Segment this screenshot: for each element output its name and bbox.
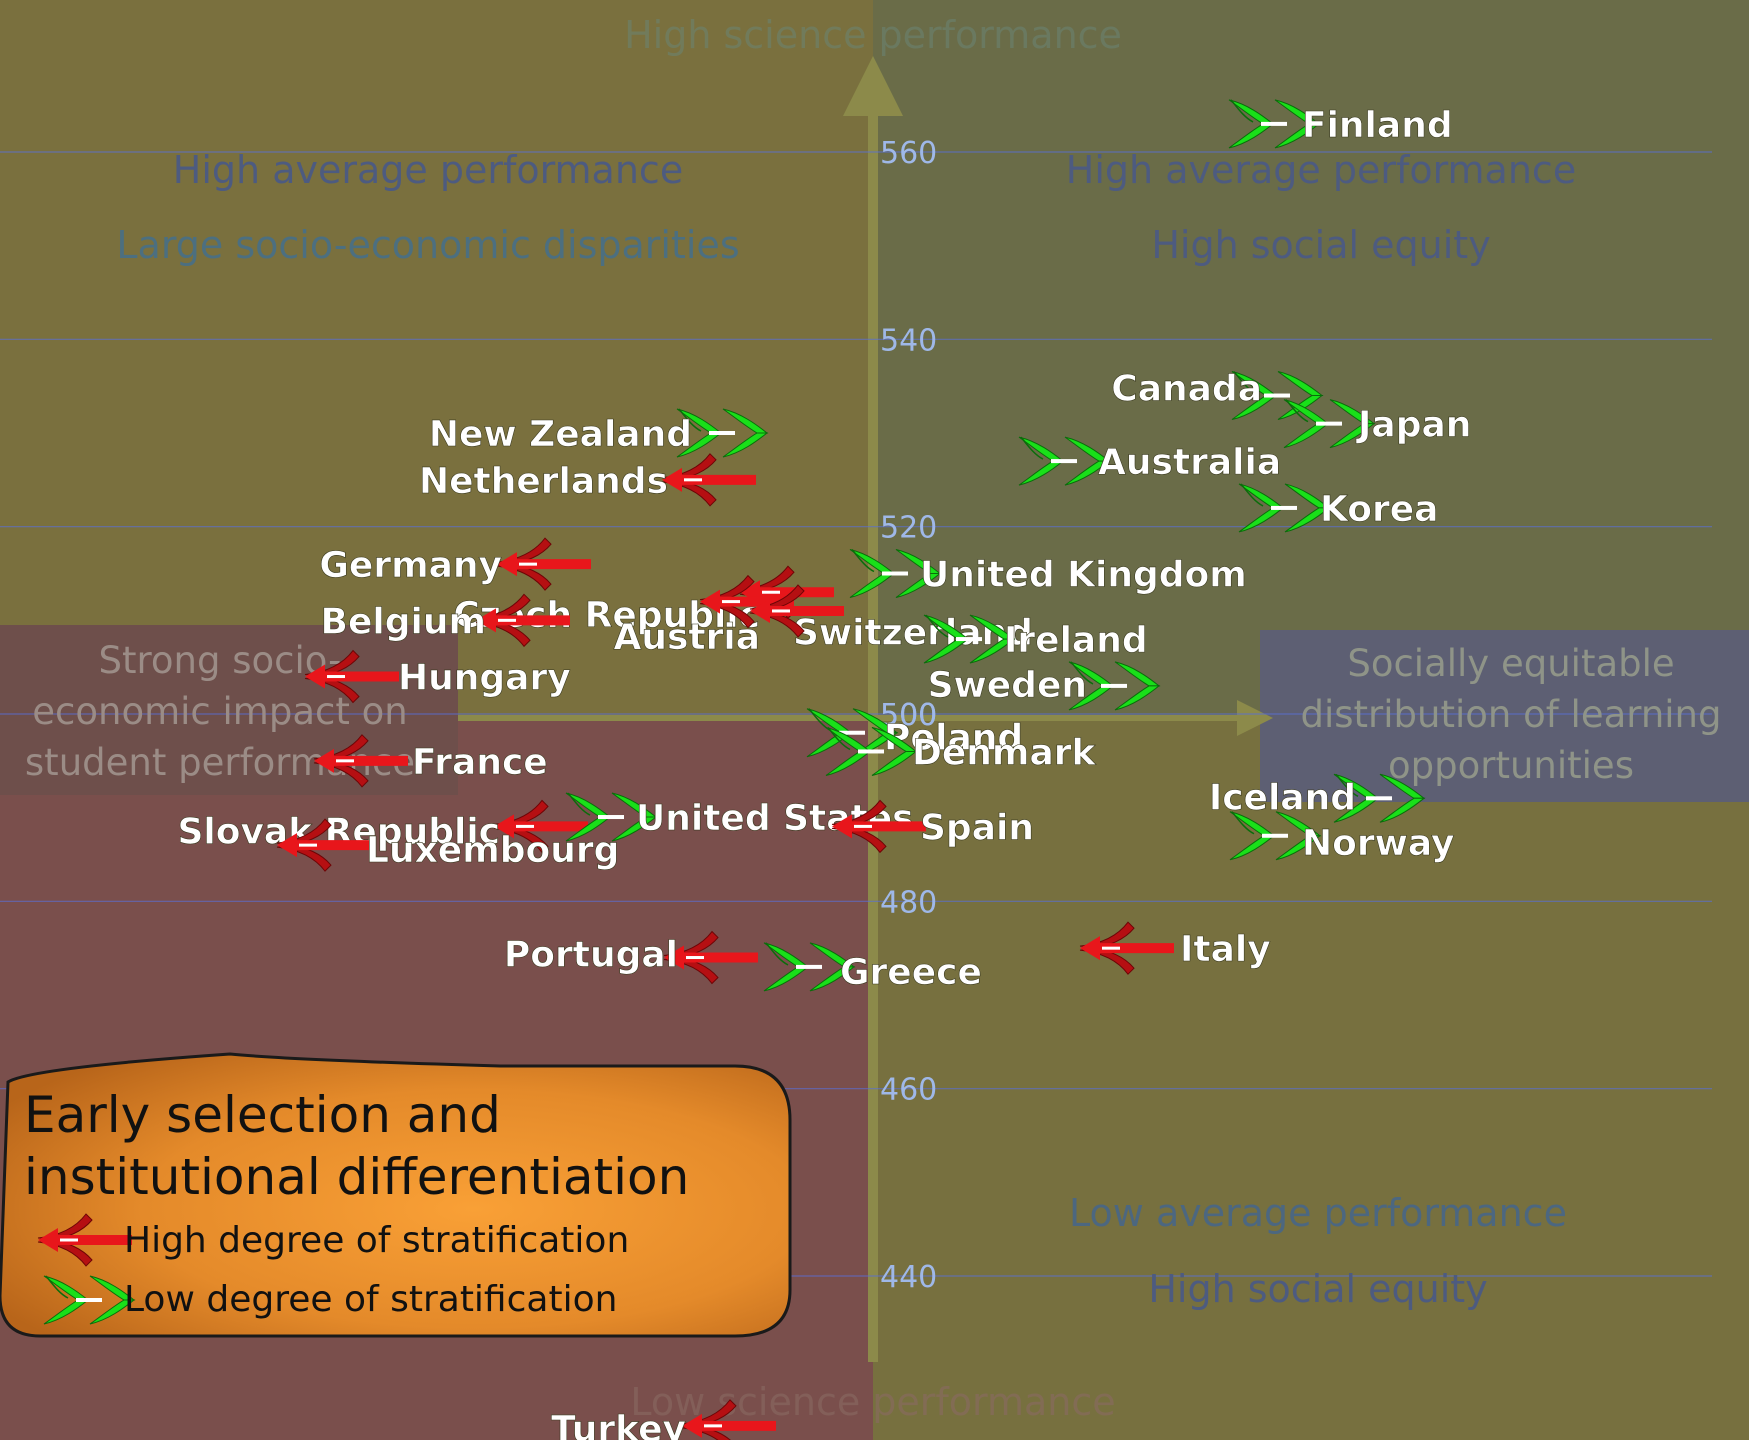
high-stratification-marker-belgium	[475, 593, 570, 648]
y-tick-label-520: 520	[880, 511, 937, 546]
high-stratification-marker-austria	[749, 584, 844, 638]
country-label-austria: Austria	[613, 617, 760, 658]
country-label-poland: Poland	[884, 718, 1023, 759]
top-right-label-2: High social equity	[1151, 223, 1490, 267]
left-impact-band	[0, 625, 458, 795]
low-stratification-marker-iceland	[1333, 773, 1426, 823]
legend-high-stratification-icon	[37, 1213, 132, 1267]
high-stratification-marker-hungary	[304, 649, 399, 704]
y-tick-label-460: 460	[880, 1073, 937, 1108]
low-stratification-marker-sweden	[1068, 661, 1161, 711]
low-stratification-marker-denmark	[825, 726, 918, 776]
top-right-label-1: High average performance	[1066, 148, 1576, 192]
country-label-italy: Italy	[1180, 929, 1271, 970]
left-impact-line-1: Strong socio-	[99, 639, 342, 682]
high-stratification-marker-netherlands	[661, 453, 756, 507]
y-tick-label-480: 480	[880, 885, 937, 920]
low-stratification-marker-united-states	[565, 792, 658, 842]
legend: Early selection and institutional differ…	[0, 1052, 792, 1338]
low-stratification-marker-united-kingdom	[849, 549, 942, 598]
y-tick-label-540: 540	[880, 323, 937, 358]
high-stratification-marker-luxembourg	[276, 818, 371, 872]
high-stratification-marker-germany	[496, 537, 591, 591]
country-label-norway: Norway	[1302, 823, 1455, 864]
left-impact-line-2: economic impact on	[32, 690, 407, 733]
y-tick-label-560: 560	[880, 136, 937, 171]
low-stratification-marker-norway	[1229, 811, 1322, 861]
country-label-turkey: Turkey	[551, 1409, 686, 1440]
right-equity-line-1: Socially equitable	[1347, 642, 1674, 685]
low-stratification-marker-canada	[1231, 371, 1324, 421]
low-stratification-marker-finland	[1228, 99, 1321, 149]
country-label-portugal: Portugal	[504, 935, 678, 976]
high-stratification-marker	[37, 1213, 132, 1267]
high-stratification-marker-france	[313, 734, 408, 788]
country-label-germany: Germany	[319, 545, 502, 586]
country-label-greece: Greece	[840, 952, 982, 993]
country-label-iceland: Iceland	[1209, 777, 1356, 818]
high-stratification-marker-italy	[1079, 921, 1174, 975]
country-label-switzerland: Switzerland	[793, 613, 1033, 654]
low-stratification-marker-australia	[1018, 436, 1111, 486]
country-label-new-zealand: New Zealand	[429, 414, 692, 455]
quadrant-bottom-label: Low science performance	[630, 1380, 1115, 1424]
country-label-luxembourg: Luxembourg	[366, 830, 619, 871]
country-label-korea: Korea	[1320, 489, 1438, 530]
legend-box	[0, 1052, 792, 1338]
low-stratification-marker-korea	[1238, 483, 1331, 533]
country-label-france: France	[412, 742, 548, 783]
top-left-label-1: High average performance	[173, 148, 683, 192]
right-equity-band	[1260, 630, 1749, 802]
right-equity-line-3: opportunities	[1388, 744, 1634, 787]
country-label-hungary: Hungary	[398, 658, 571, 699]
country-label-sweden: Sweden	[928, 665, 1087, 706]
country-label-belgium: Belgium	[321, 601, 486, 642]
high-stratification-marker-portugal	[663, 930, 758, 985]
country-label-slovak-republic: Slovak Republic	[177, 811, 500, 852]
country-markers: Finland Canada Japan Australia Korea New Zeal…	[177, 99, 1472, 1440]
country-label-united-kingdom: United Kingdom	[920, 555, 1247, 596]
country-label-japan: Japan	[1355, 405, 1471, 446]
legend-high-label: High degree of stratification	[124, 1220, 629, 1261]
country-label-australia: Australia	[1098, 442, 1281, 483]
legend-low-stratification-icon	[43, 1275, 136, 1325]
country-label-canada: Canada	[1111, 369, 1262, 410]
low-stratification-marker-greece	[763, 942, 856, 992]
country-label-ireland: Ireland	[1004, 620, 1148, 661]
country-label-spain: Spain	[920, 807, 1034, 848]
top-left-label-2: Large socio-economic disparities	[116, 223, 739, 267]
high-stratification-marker-slovak-republic	[493, 799, 588, 854]
bottom-right-label-2: High social equity	[1148, 1267, 1487, 1311]
high-stratification-marker-turkey	[681, 1399, 776, 1440]
country-label-denmark: Denmark	[912, 732, 1096, 773]
low-stratification-marker-japan	[1283, 399, 1376, 449]
bottom-right-label-1: Low average performance	[1069, 1191, 1567, 1235]
quadrant-top-label: High science performance	[624, 13, 1122, 57]
legend-title-line-1: Early selection and	[24, 1086, 501, 1144]
country-label-netherlands: Netherlands	[419, 461, 668, 502]
low-stratification-marker-ireland	[923, 614, 1016, 664]
low-stratification-marker	[43, 1275, 136, 1325]
legend-low-label: Low degree of stratification	[124, 1279, 617, 1320]
country-label-united-states: United States	[636, 798, 914, 839]
right-equity-line-2: distribution of learning	[1301, 693, 1722, 736]
high-stratification-marker-spain	[831, 799, 926, 854]
legend-title-line-2: institutional differentiation	[24, 1148, 689, 1206]
low-stratification-marker-new-zealand	[676, 408, 769, 458]
y-tick-label-440: 440	[880, 1260, 937, 1295]
country-label-finland: Finland	[1302, 105, 1453, 146]
